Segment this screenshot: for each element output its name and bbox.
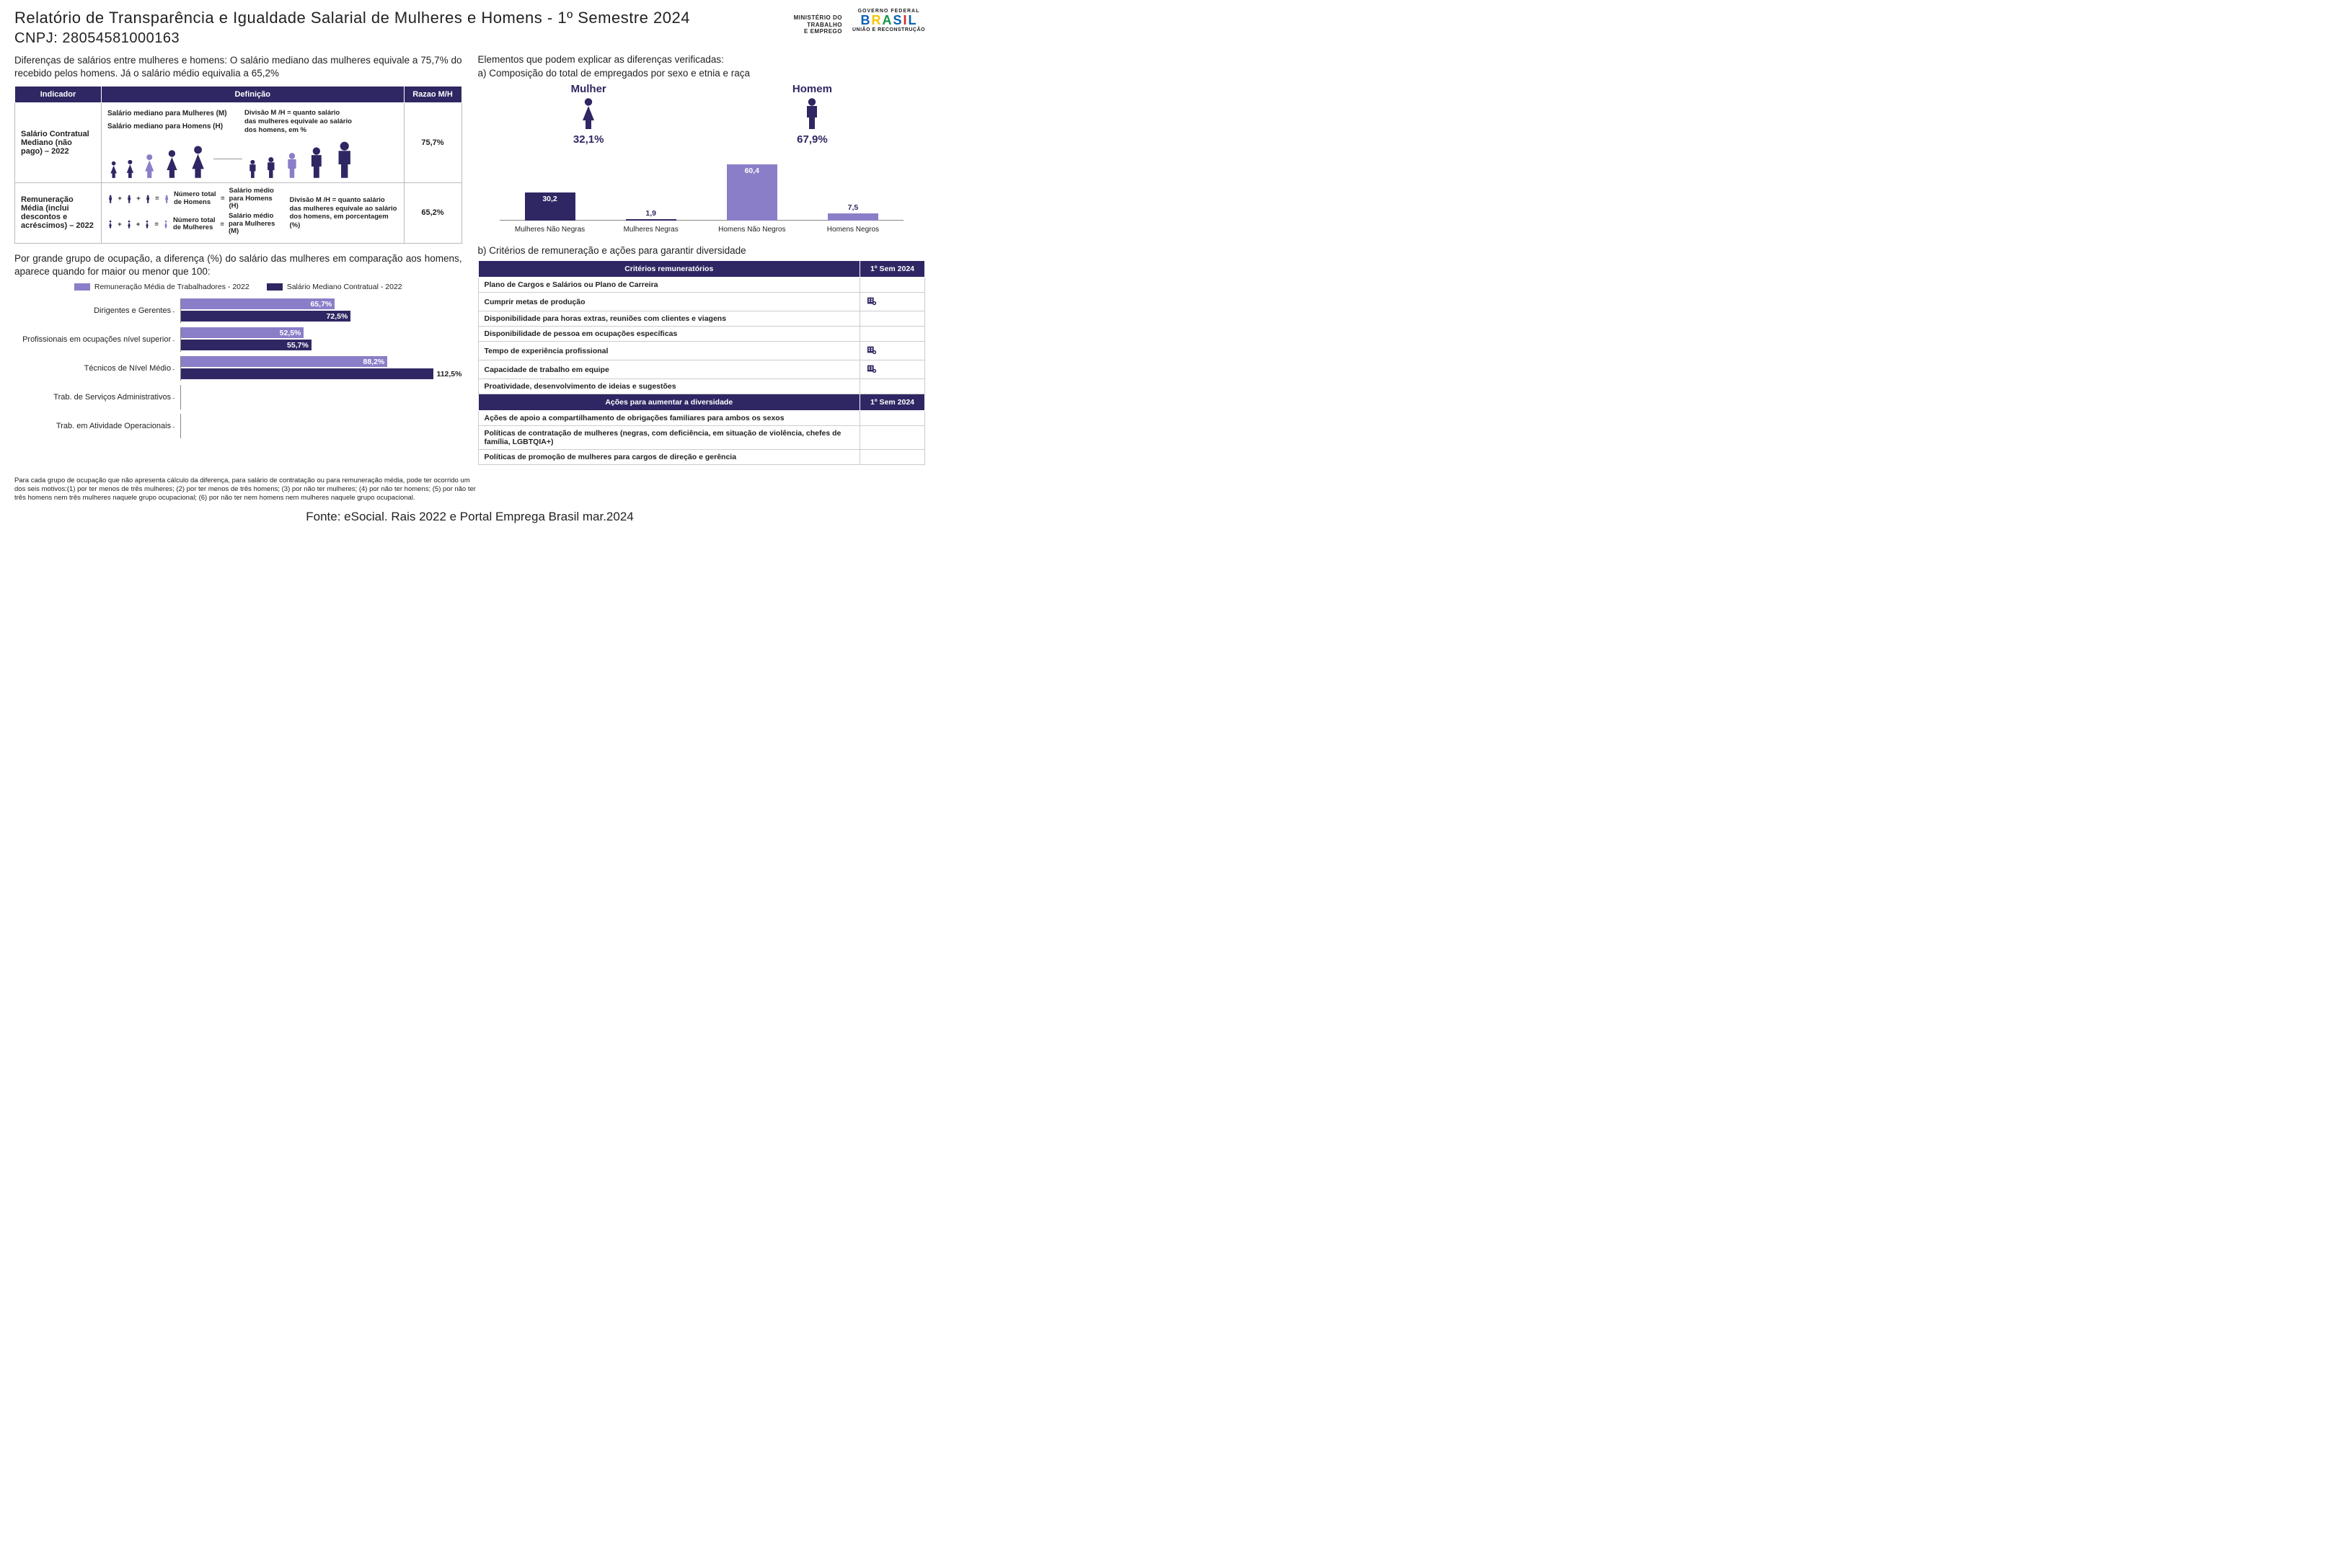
ratio-value: 65,2% [404, 183, 461, 244]
page-title: Relatório de Transparência e Igualdade S… [14, 9, 794, 27]
woman-icon [141, 154, 158, 178]
legend-item: Salário Mediano Contratual - 2022 [267, 283, 402, 291]
table-row: Remuneração Média (inclui descontos e ac… [15, 183, 462, 244]
woman-icon [126, 216, 132, 232]
man-icon [800, 97, 823, 130]
definicao-cell: Salário mediano para Mulheres (M) Salári… [102, 103, 405, 183]
cnpj: CNPJ: 28054581000163 [14, 30, 794, 47]
man-icon [331, 141, 358, 178]
woman-icon [162, 149, 182, 178]
man-icon [263, 156, 279, 178]
th-definicao: Definição [102, 87, 405, 103]
logo-mte: MINISTÉRIO DO TRABALHO E EMPREGO [794, 9, 842, 35]
criteria-table: Critérios remuneratórios1º Sem 2024Plano… [478, 260, 926, 465]
mulher-block: Mulher 32,1% [571, 83, 606, 146]
th-acoes: Ações para aumentar a diversidade [478, 394, 860, 411]
table-row: Políticas de promoção de mulheres para c… [478, 450, 925, 465]
table-row: Capacidade de trabalho em equipe [478, 360, 925, 379]
ethnicity-chart: 30,2 Mulheres Não Negras 1,9 Mulheres Ne… [500, 149, 904, 235]
man-icon [283, 152, 301, 178]
woman-icon [107, 161, 120, 178]
woman-icon [186, 145, 210, 178]
table-row: Plano de Cargos e Salários ou Plano de C… [478, 278, 925, 293]
th-criterios: Critérios remuneratórios [478, 261, 860, 278]
th-sem: 1º Sem 2024 [860, 394, 925, 411]
definicao-cell: ++ = Número total de Homens=Salário médi… [102, 183, 405, 244]
table-row: Disponibilidade para horas extras, reuni… [478, 311, 925, 327]
man-icon [246, 159, 260, 178]
logo-brasil: GOVERNO FEDERAL BRASIL UNIÃO E RECONSTRU… [852, 9, 925, 32]
th-razao: Razao M/H [404, 87, 461, 103]
table-row: Proatividade, desenvolvimento de ideias … [478, 379, 925, 394]
building-gear-icon [866, 296, 878, 306]
sex-composition: Mulher 32,1% Homem 67,9% [478, 83, 926, 146]
occ-lead: Por grande grupo de ocupação, a diferenç… [14, 252, 462, 278]
header: Relatório de Transparência e Igualdade S… [14, 9, 925, 47]
indicador-label: Remuneração Média (inclui descontos e ac… [15, 183, 102, 244]
section-a-title: a) Composição do total de empregados por… [478, 68, 926, 79]
occ-row: Trab. de Serviços Administrativos ˗ [14, 385, 462, 409]
man-icon [145, 191, 151, 207]
table-row: Disponibilidade de pessoa em ocupações e… [478, 327, 925, 342]
occ-chart: Dirigentes e Gerentes ˗ 65,7% 72,5% Prof… [14, 298, 462, 438]
th-indicador: Indicador [15, 87, 102, 103]
right-lead: Elementos que podem explicar as diferenç… [478, 54, 926, 65]
building-gear-icon [866, 363, 878, 373]
woman-icon [577, 97, 600, 130]
legend-item: Remuneração Média de Trabalhadores - 202… [74, 283, 249, 291]
man-icon [107, 191, 113, 207]
occ-legend: Remuneração Média de Trabalhadores - 202… [14, 283, 462, 291]
table-row: Cumprir metas de produção [478, 293, 925, 311]
left-column: Diferenças de salários entre mulheres e … [14, 54, 462, 465]
woman-icon [107, 216, 113, 232]
people-median-graphic [107, 139, 398, 178]
man-icon [164, 191, 169, 207]
source: Fonte: eSocial. Rais 2022 e Portal Empre… [14, 510, 925, 524]
occ-row: Técnicos de Nível Médio ˗ 88,2% 112,5% [14, 356, 462, 381]
avg-formula-graphic: ++ = Número total de Homens=Salário médi… [107, 187, 283, 239]
table-row: Ações de apoio a compartilhamento de obr… [478, 411, 925, 426]
table-row: Tempo de experiência profissional [478, 342, 925, 360]
occ-row: Trab. em Atividade Operacionais ˗ [14, 414, 462, 438]
building-gear-icon [866, 345, 878, 355]
footnote: Para cada grupo de ocupação que não apre… [14, 477, 476, 502]
man-icon [126, 191, 132, 207]
occ-row: Profissionais em ocupações nível superio… [14, 327, 462, 352]
occ-row: Dirigentes e Gerentes ˗ 65,7% 72,5% [14, 298, 462, 323]
table-row: Salário Contratual Mediano (não pago) – … [15, 103, 462, 183]
indicador-label: Salário Contratual Mediano (não pago) – … [15, 103, 102, 183]
left-lead: Diferenças de salários entre mulheres e … [14, 54, 462, 80]
definition-table: Indicador Definição Razao M/H Salário Co… [14, 86, 462, 243]
right-column: Elementos que podem explicar as diferenç… [478, 54, 926, 465]
man-icon [305, 146, 328, 178]
woman-icon [163, 216, 169, 232]
homem-block: Homem 67,9% [792, 83, 832, 146]
logos: MINISTÉRIO DO TRABALHO E EMPREGO GOVERNO… [794, 9, 925, 35]
woman-icon [123, 159, 137, 178]
th-sem: 1º Sem 2024 [860, 261, 925, 278]
ratio-value: 75,7% [404, 103, 461, 183]
woman-icon [144, 216, 150, 232]
section-b-title: b) Critérios de remuneração e ações para… [478, 245, 926, 256]
table-row: Políticas de contratação de mulheres (ne… [478, 426, 925, 450]
